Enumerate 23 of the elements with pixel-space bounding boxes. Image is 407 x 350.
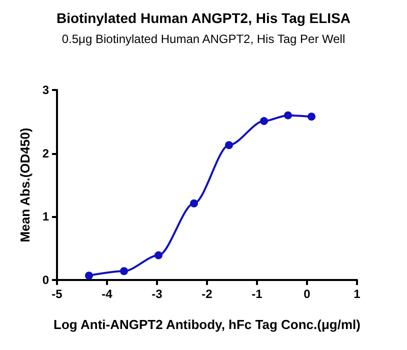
x-tick-label: 1 [354, 287, 361, 301]
point [120, 267, 128, 276]
point [190, 199, 198, 208]
y-tick-label: 1 [42, 210, 50, 224]
y-tick-label: 0 [42, 273, 50, 287]
point [225, 141, 233, 150]
x-tick-label: 0 [304, 287, 311, 301]
x-tick-label: -4 [102, 287, 113, 301]
x-tick-label: -5 [52, 287, 63, 301]
point [284, 111, 292, 120]
point [260, 117, 268, 126]
point [308, 112, 316, 121]
x-axis-title: Log Anti-ANGPT2 Antibody, hFc Tag Conc.(μg/ml) [54, 317, 360, 332]
y-tick-label: 3 [42, 83, 50, 97]
x-tick-label: -1 [252, 287, 263, 301]
y-tick-label: 2 [42, 146, 50, 160]
chart-title: Biotinylated Human ANGPT2, His Tag ELISA [56, 10, 351, 26]
chart-subtitle: 0.5μg Biotinylated Human ANGPT2, His Tag Per Well [62, 32, 346, 46]
point [154, 251, 162, 260]
point [85, 272, 93, 280]
y-axis-title: Mean Abs.(OD450) [17, 128, 32, 242]
x-tick-label: -2 [202, 287, 213, 301]
x-tick-label: -3 [152, 287, 163, 301]
